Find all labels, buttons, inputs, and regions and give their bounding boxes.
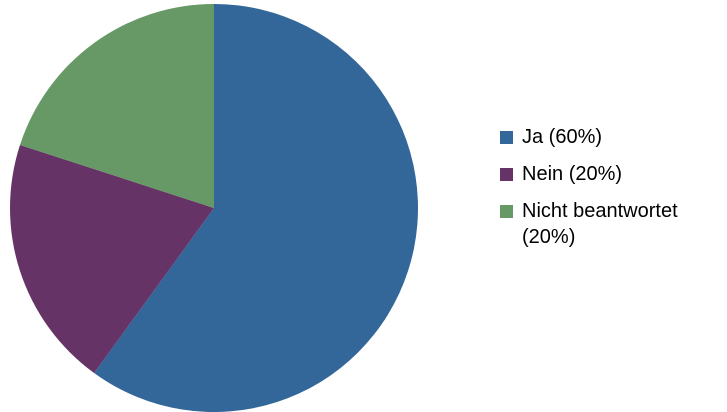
- legend-label: Ja (60%): [522, 126, 603, 148]
- pie-slice: [10, 144, 215, 374]
- legend-item: Ja (60%): [500, 124, 727, 150]
- legend-label: Nein (20%): [522, 163, 623, 185]
- legend-swatch: [500, 205, 513, 218]
- pie-slice: [94, 4, 419, 412]
- legend-label: Nicht beantwortet (20%): [522, 200, 678, 248]
- legend-item: Nein (20%): [500, 161, 727, 187]
- chart: [10, 3, 419, 412]
- legend-item: Nicht beantwortet (20%): [500, 198, 727, 250]
- legend-swatch: [500, 168, 513, 181]
- legend: Ja (60%) Nein (20%) Nicht beantwortet (20%…: [500, 124, 727, 261]
- pie-slice: [19, 3, 215, 208]
- legend-swatch: [500, 131, 513, 144]
